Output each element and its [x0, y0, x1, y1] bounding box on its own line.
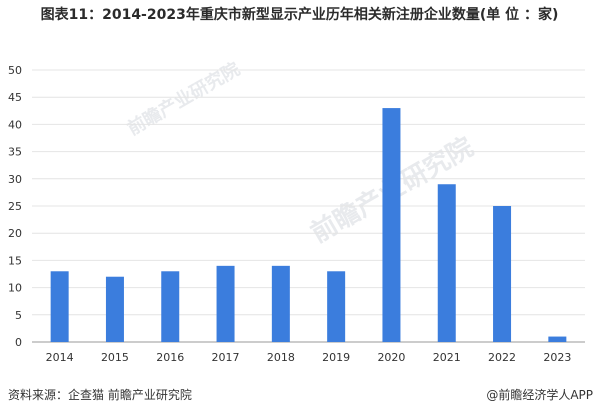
y-tick-label: 30 — [8, 173, 22, 186]
bars — [50, 108, 567, 342]
x-tick-label: 2016 — [156, 351, 184, 364]
gridlines — [32, 69, 585, 343]
x-tick-label: 2018 — [267, 351, 295, 364]
x-tick-label: 2021 — [433, 351, 461, 364]
x-tick-label: 2020 — [377, 351, 405, 364]
y-tick-label: 0 — [15, 336, 22, 349]
bar-2017 — [216, 265, 235, 342]
bar-2018 — [271, 265, 290, 342]
x-tick-label: 2014 — [46, 351, 74, 364]
y-axis: 0 5 10 15 20 25 30 35 40 45 50 — [8, 64, 22, 349]
x-axis: 2014 2015 2016 2017 2018 2019 2020 2021 2022 2023 — [46, 351, 572, 364]
x-tick-label: 2017 — [212, 351, 240, 364]
y-tick-label: 5 — [15, 309, 22, 322]
y-tick-label: 45 — [8, 91, 22, 104]
bar-2022 — [493, 206, 512, 342]
source-note: 资料来源：企查猫 前瞻产业研究院 — [8, 388, 192, 402]
x-tick-label: 2022 — [488, 351, 516, 364]
x-tick-label: 2019 — [322, 351, 350, 364]
y-tick-label: 35 — [8, 146, 22, 159]
bar-2016 — [161, 271, 180, 342]
x-tick-label: 2023 — [543, 351, 571, 364]
chart-title: 图表11：2014-2023年重庆市新型显示产业历年相关新注册企业数量(单 位 … — [40, 7, 559, 23]
y-tick-label: 15 — [8, 254, 22, 267]
bar-2020 — [382, 108, 401, 342]
bar-2015 — [105, 276, 124, 342]
bar-2014 — [50, 271, 69, 342]
bar-2021 — [437, 184, 456, 342]
y-tick-label: 20 — [8, 227, 22, 240]
y-tick-label: 10 — [8, 282, 22, 295]
bar-2019 — [327, 271, 346, 342]
y-tick-label: 40 — [8, 118, 22, 131]
brand-label: @前瞻经济学人APP — [486, 388, 593, 402]
y-tick-label: 25 — [8, 200, 22, 213]
y-tick-label: 50 — [8, 64, 22, 77]
x-tick-label: 2015 — [101, 351, 129, 364]
bar-2023 — [548, 336, 567, 342]
